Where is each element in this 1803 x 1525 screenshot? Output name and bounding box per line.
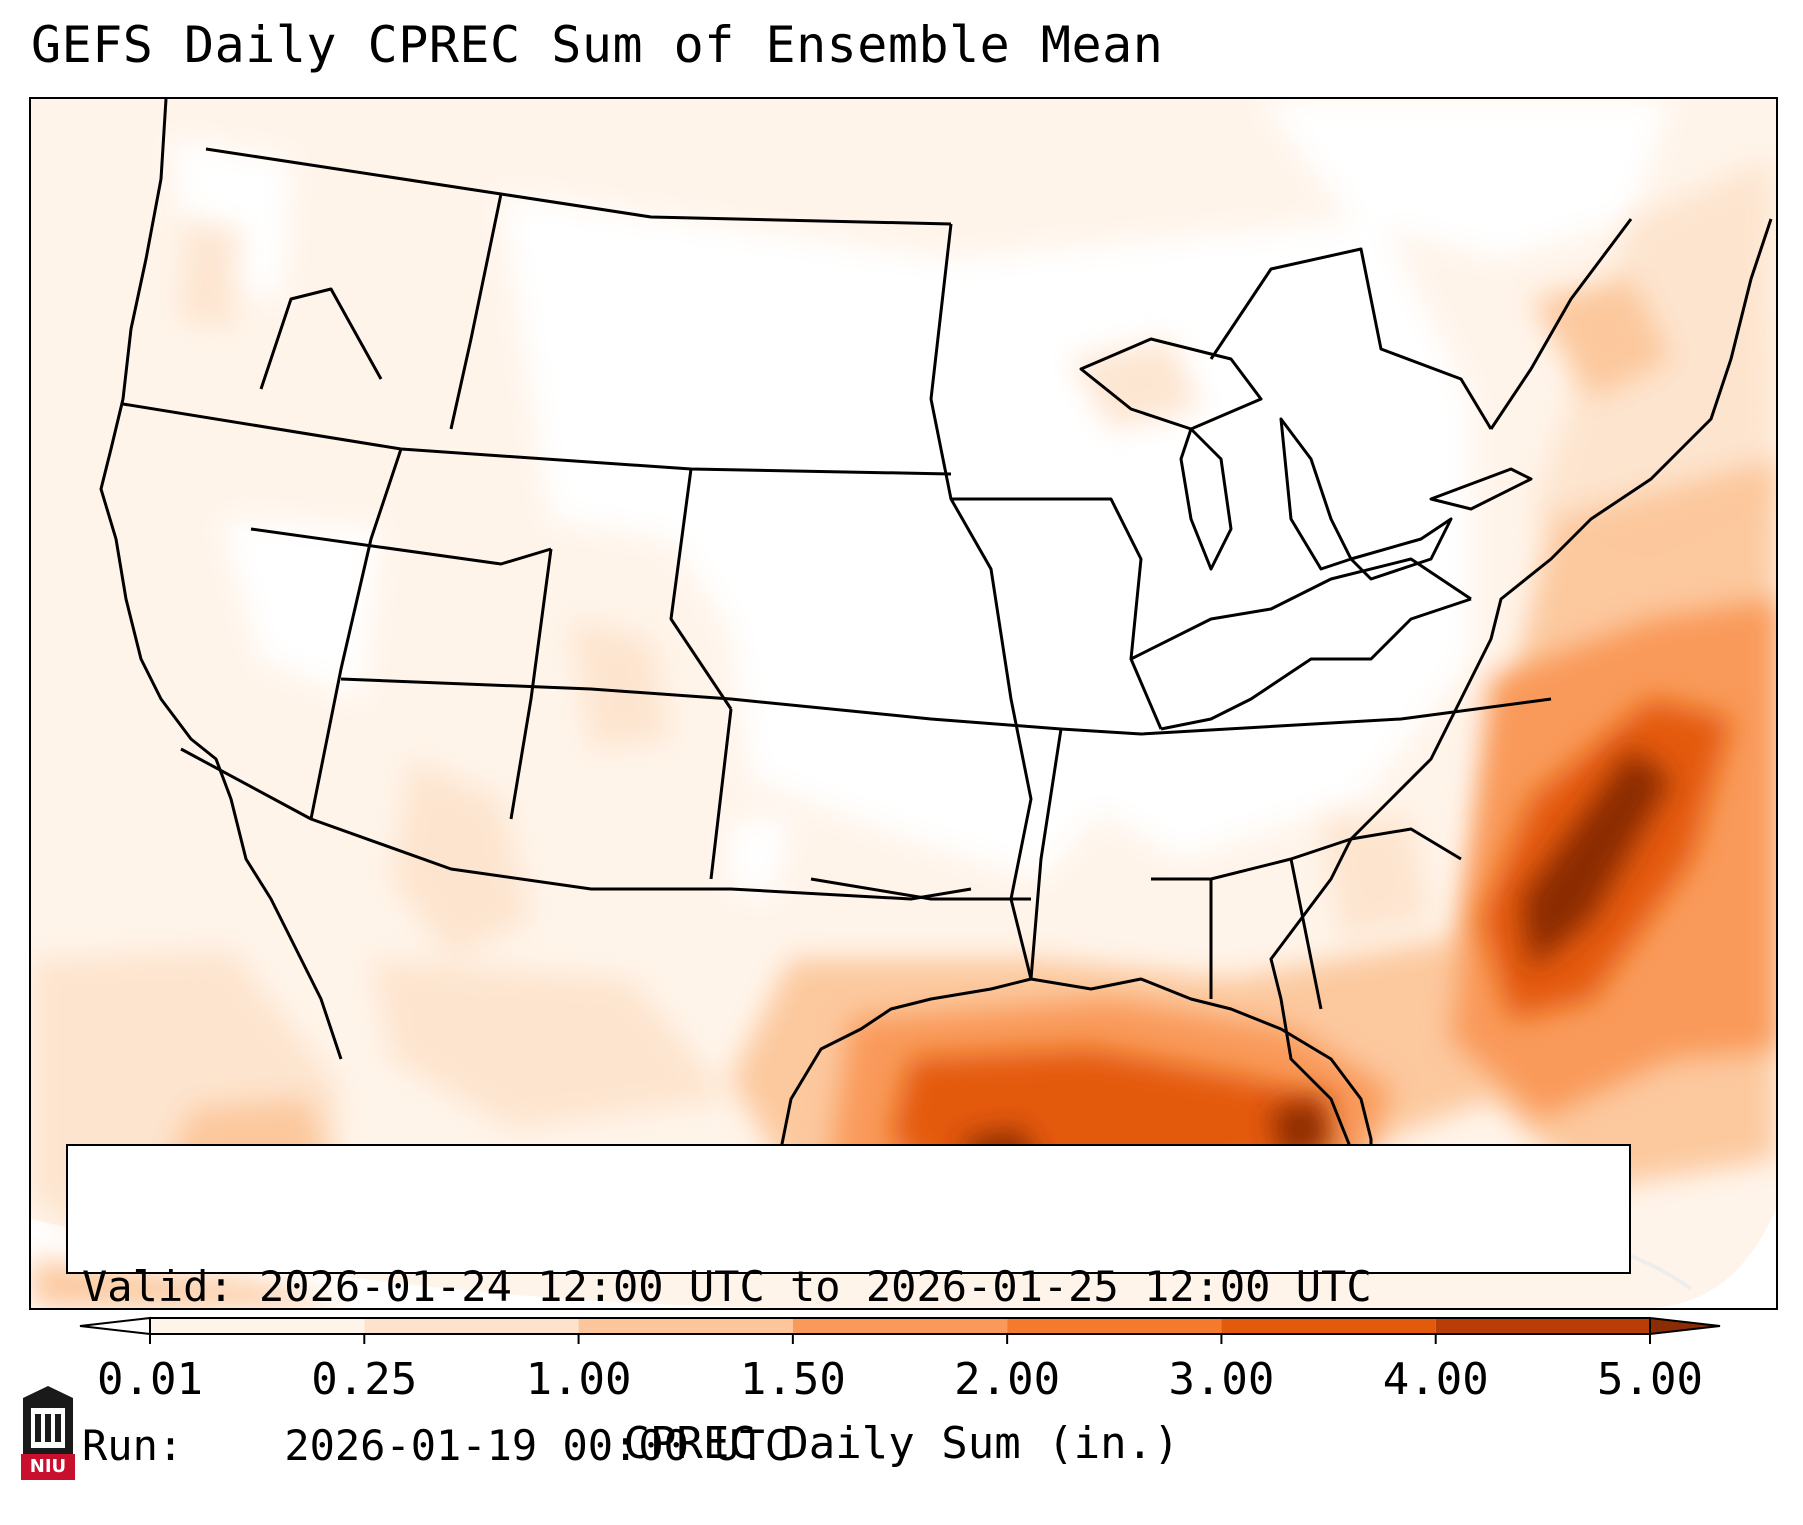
colorbar-band bbox=[364, 1318, 579, 1334]
precipitation-map bbox=[29, 97, 1778, 1310]
colorbar-tick-label: 0.01 bbox=[97, 1354, 203, 1405]
niu-logo bbox=[19, 1384, 77, 1480]
colorbar-band bbox=[1435, 1318, 1650, 1334]
colorbar-band bbox=[792, 1318, 1008, 1334]
precip-field bbox=[31, 99, 1776, 1308]
valid-label: Valid: bbox=[82, 1262, 234, 1311]
colorbar-outline bbox=[149, 1317, 1651, 1335]
map-title: GEFS Daily CPREC Sum of Ensemble Mean bbox=[31, 16, 1164, 74]
colorbar-tick-label: 5.00 bbox=[1597, 1354, 1703, 1405]
run-text: 2026-01-19 00:00 UTC bbox=[284, 1421, 791, 1470]
colorbar-band bbox=[150, 1318, 365, 1334]
colorbar-band bbox=[1007, 1318, 1222, 1334]
colorbar-tick-label: 1.50 bbox=[740, 1354, 846, 1405]
colorbar-band bbox=[1221, 1318, 1436, 1334]
colorbar-tick-label: 4.00 bbox=[1383, 1354, 1489, 1405]
run-line: Run: 2026-01-19 00:00 UTC bbox=[82, 1419, 1615, 1472]
colorbar-tick-label: 1.00 bbox=[526, 1354, 632, 1405]
valid-line: Valid: 2026-01-24 12:00 UTC to 2026-01-2… bbox=[82, 1260, 1615, 1313]
colorbar-tick-label: 0.25 bbox=[311, 1354, 417, 1405]
validity-info-box: Valid: 2026-01-24 12:00 UTC to 2026-01-2… bbox=[66, 1144, 1631, 1470]
colorbar-tick-label: 2.00 bbox=[954, 1354, 1060, 1405]
colorbar: 0.01 0.25 1.00 1.50 2.00 3.00 4.00 5.00 bbox=[79, 1316, 1721, 1405]
colorbar-tick-label: 3.00 bbox=[1168, 1354, 1274, 1405]
run-label: Run: bbox=[82, 1421, 184, 1470]
colorbar-over-extend bbox=[1649, 1316, 1721, 1336]
colorbar-under-extend bbox=[79, 1316, 151, 1336]
valid-text: 2026-01-24 12:00 UTC to 2026-01-25 12:00… bbox=[259, 1262, 1372, 1311]
niu-logo-text: NIU bbox=[29, 1456, 67, 1477]
colorbar-band bbox=[578, 1318, 793, 1334]
colorbar-title: CPREC Daily Sum (in.) bbox=[623, 1418, 1180, 1469]
